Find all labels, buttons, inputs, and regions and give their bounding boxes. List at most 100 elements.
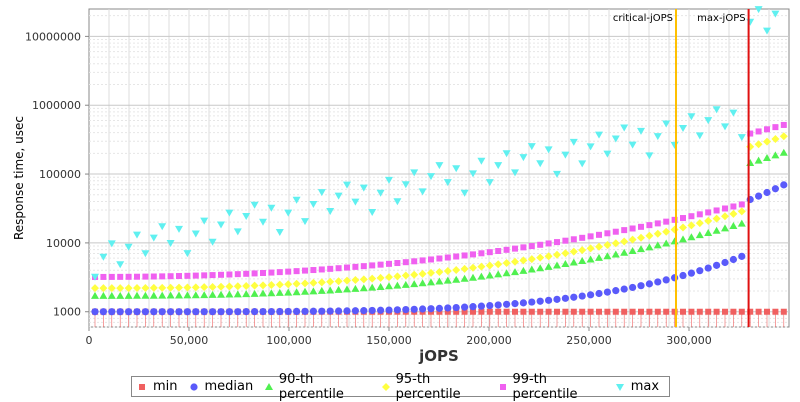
data-point bbox=[730, 203, 737, 210]
data-point bbox=[176, 273, 182, 280]
data-point bbox=[167, 308, 175, 316]
data-point bbox=[764, 126, 770, 133]
data-point bbox=[485, 261, 494, 270]
data-point bbox=[494, 162, 503, 170]
data-point bbox=[528, 243, 535, 250]
data-point bbox=[469, 303, 477, 311]
data-point bbox=[653, 241, 662, 249]
data-point bbox=[167, 273, 174, 280]
data-point bbox=[208, 290, 217, 298]
data-point bbox=[712, 214, 721, 223]
data-point bbox=[779, 132, 788, 141]
data-point bbox=[133, 231, 141, 239]
data-point bbox=[520, 308, 527, 315]
data-point bbox=[561, 294, 570, 302]
data-point bbox=[612, 228, 619, 235]
data-point bbox=[116, 308, 124, 316]
y-tick-label: 10000000 bbox=[25, 30, 81, 43]
legend-symbol bbox=[615, 383, 624, 391]
data-point bbox=[233, 290, 242, 298]
data-point bbox=[561, 151, 570, 159]
data-point bbox=[662, 239, 671, 247]
data-point bbox=[763, 154, 771, 162]
x-tick-label: 100,000 bbox=[266, 334, 312, 347]
y-axis: 1000 10000 100000 1000000 10000000 bbox=[25, 30, 89, 319]
data-point bbox=[108, 273, 115, 280]
data-point bbox=[166, 283, 175, 292]
data-point bbox=[671, 308, 678, 315]
data-point bbox=[343, 285, 351, 293]
data-point bbox=[729, 209, 738, 218]
data-point bbox=[191, 230, 200, 238]
data-point bbox=[436, 255, 443, 262]
data-point bbox=[729, 222, 738, 230]
data-point bbox=[611, 239, 620, 248]
data-point bbox=[242, 281, 251, 290]
data-point bbox=[612, 308, 619, 315]
data-point bbox=[452, 303, 460, 312]
data-point bbox=[344, 264, 350, 271]
data-point bbox=[208, 238, 217, 246]
data-point bbox=[250, 289, 259, 297]
data-point bbox=[494, 270, 503, 278]
data-point bbox=[687, 221, 696, 230]
x-tick-label: 300,000 bbox=[666, 334, 712, 347]
legend-symbol bbox=[382, 382, 391, 391]
data-point bbox=[587, 308, 594, 315]
data-point bbox=[234, 271, 241, 278]
data-point bbox=[544, 146, 553, 154]
data-point bbox=[771, 185, 780, 193]
data-point bbox=[687, 269, 696, 277]
data-point bbox=[755, 128, 762, 135]
data-point bbox=[695, 219, 704, 228]
data-point bbox=[369, 262, 376, 269]
data-point bbox=[184, 272, 191, 279]
data-point bbox=[427, 268, 435, 277]
data-point bbox=[780, 181, 788, 189]
legend-symbol-shape bbox=[139, 383, 145, 390]
legend-item: 90-th percentile bbox=[263, 372, 370, 402]
data-point bbox=[276, 307, 284, 316]
data-point bbox=[705, 308, 712, 315]
data-point bbox=[772, 308, 779, 315]
data-point bbox=[680, 308, 686, 315]
data-point bbox=[512, 308, 518, 315]
x-tick-label: 150,000 bbox=[366, 334, 412, 347]
data-point bbox=[653, 229, 662, 238]
data-point bbox=[486, 301, 494, 310]
data-point bbox=[621, 227, 628, 234]
data-point bbox=[553, 261, 561, 269]
data-point bbox=[596, 231, 602, 238]
data-point bbox=[704, 228, 713, 236]
data-point bbox=[124, 243, 133, 251]
data-point bbox=[267, 289, 276, 297]
x-tick-label: 50,000 bbox=[170, 334, 209, 347]
legend-item: median bbox=[188, 379, 253, 394]
data-point bbox=[754, 140, 763, 149]
data-point bbox=[645, 152, 654, 160]
data-point bbox=[737, 219, 746, 227]
data-point bbox=[511, 169, 519, 177]
data-point bbox=[401, 271, 410, 280]
data-point bbox=[259, 218, 267, 226]
data-point bbox=[376, 189, 385, 197]
data-point bbox=[503, 308, 510, 315]
data-point bbox=[646, 308, 653, 315]
data-point bbox=[704, 117, 713, 125]
data-point bbox=[149, 283, 158, 292]
data-point bbox=[217, 308, 225, 316]
data-point bbox=[570, 293, 578, 301]
data-point bbox=[628, 235, 637, 244]
data-point bbox=[359, 184, 368, 192]
data-point bbox=[418, 279, 427, 287]
data-point bbox=[579, 234, 586, 241]
data-point bbox=[478, 250, 485, 257]
data-point bbox=[293, 268, 300, 275]
data-point bbox=[460, 274, 469, 282]
data-point bbox=[267, 204, 276, 212]
data-point bbox=[368, 306, 376, 315]
data-point bbox=[418, 269, 427, 278]
data-point bbox=[149, 234, 158, 242]
legend-item: 95-th percentile bbox=[380, 372, 487, 402]
data-point bbox=[250, 201, 259, 209]
